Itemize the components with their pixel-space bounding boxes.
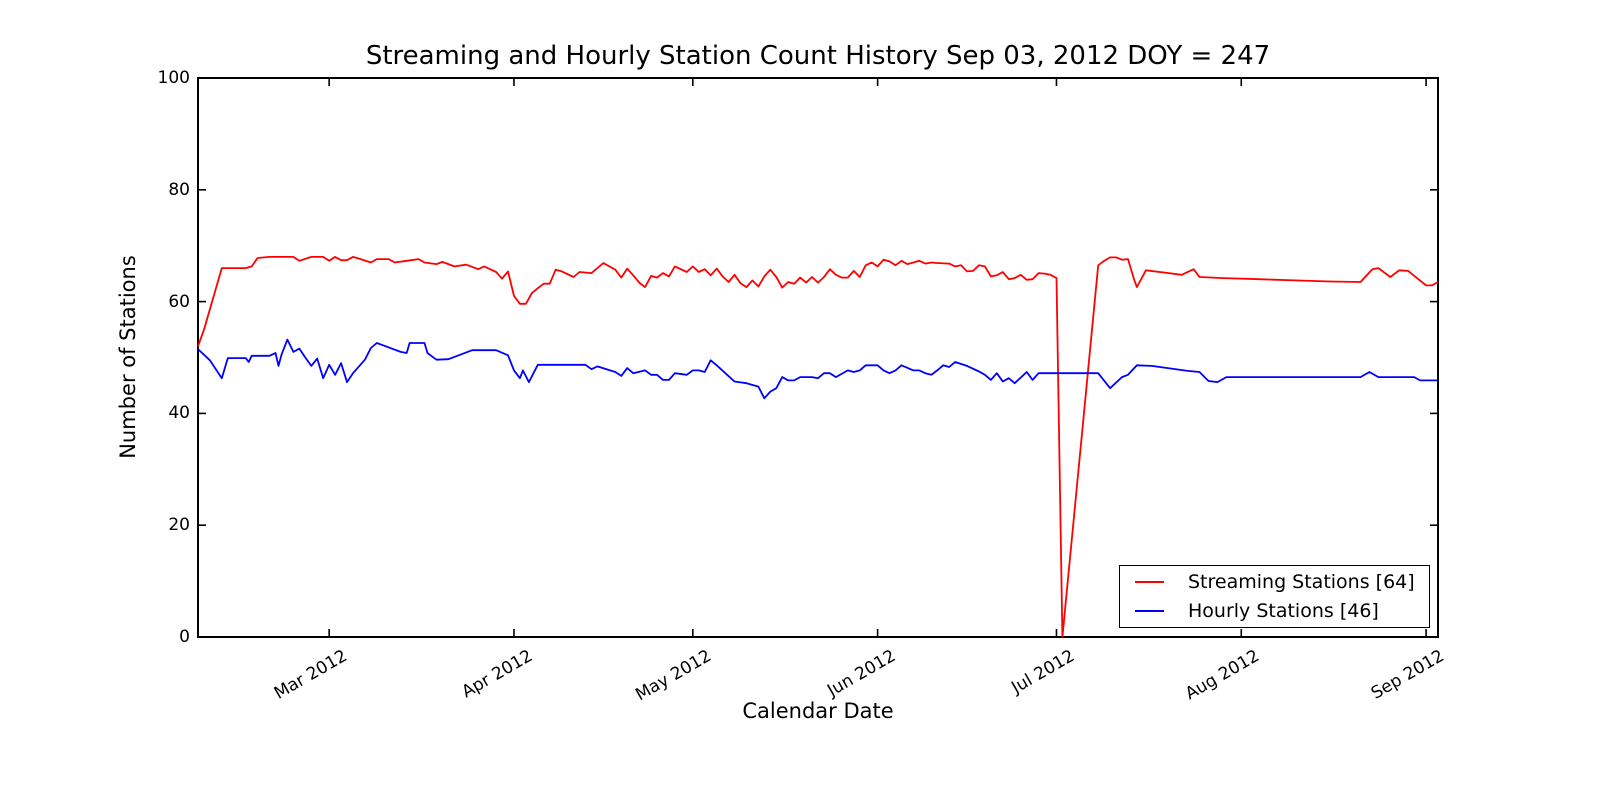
legend-entry-streaming: Streaming Stations [64] [1120,568,1429,596]
y-tick-label: 20 [168,515,190,536]
legend: Streaming Stations [64] Hourly Stations … [1119,565,1430,628]
axes-frame [197,77,1439,638]
legend-entry-hourly: Hourly Stations [46] [1120,597,1429,625]
y-tick-label: 60 [168,291,190,312]
line-hourly-stations [197,338,1438,400]
legend-label-hourly: Hourly Stations [46] [1188,600,1379,623]
x-axis-label: Calendar Date [742,699,894,723]
y-tick-label: 80 [168,179,190,200]
y-tick-label: 0 [179,627,190,647]
line-streaming-stations [197,255,1439,638]
legend-label-streaming: Streaming Stations [64] [1188,570,1415,593]
y-tick-label: 100 [157,68,190,88]
chart-title: Streaming and Hourly Station Count Histo… [365,41,1271,71]
streaming-line-sample [1135,580,1164,583]
y-tick-label: 40 [168,403,190,424]
hourly-line-sample [1135,610,1164,613]
